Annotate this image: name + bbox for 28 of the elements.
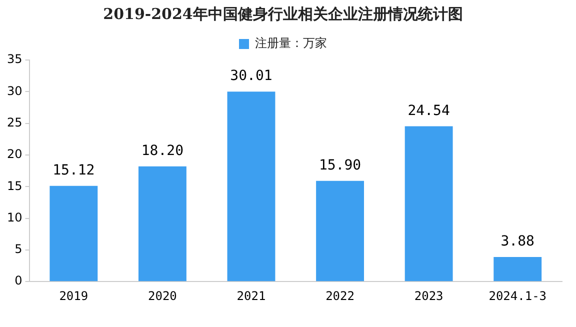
y-tick-label: 25 [6, 115, 22, 130]
x-tick-label: 2019 [59, 288, 88, 303]
bar [138, 166, 186, 282]
data-label: 30.01 [230, 68, 272, 84]
y-tick-label: 20 [6, 147, 22, 162]
y-tick-label: 35 [6, 52, 22, 66]
x-tick-label: 2021 [236, 288, 266, 303]
bar [494, 257, 542, 282]
x-tick-label: 2022 [326, 288, 354, 303]
y-tick-label: 5 [14, 242, 22, 256]
data-label: 3.88 [500, 234, 534, 250]
bar [50, 186, 98, 282]
bar [316, 180, 364, 282]
x-tick-label: 2020 [148, 288, 177, 303]
y-tick-label: 10 [6, 210, 22, 224]
x-tick-label: 2023 [414, 288, 444, 303]
data-label: 15.12 [52, 162, 95, 179]
data-label: 15.90 [318, 158, 362, 174]
data-label: 18.20 [141, 143, 184, 160]
y-tick-label: 0 [14, 274, 22, 288]
legend-label: 注册量：万家 [255, 36, 327, 50]
chart-title: 2019-2024年中国健身行业相关企业注册情况统计图 [103, 4, 463, 23]
bar [227, 92, 276, 282]
data-label: 24.54 [408, 102, 450, 119]
bar [404, 126, 453, 282]
y-tick-label: 15 [6, 178, 22, 193]
y-tick-label: 30 [6, 84, 22, 98]
x-tick-label: 2024.1-3 [488, 288, 547, 303]
